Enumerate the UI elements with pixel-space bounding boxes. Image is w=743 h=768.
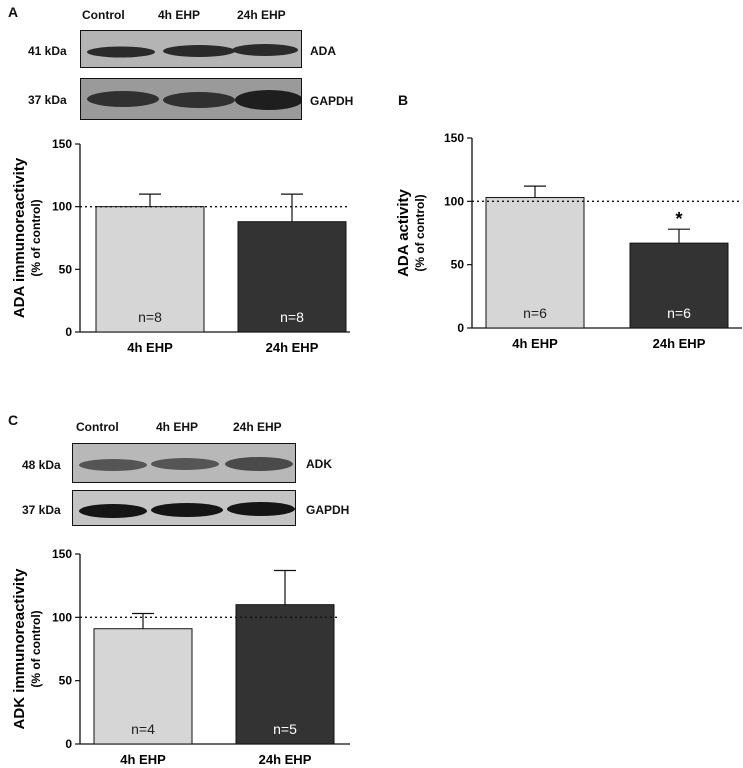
chart-a-y-axis-title: ADA immunoreactivity <box>11 157 28 318</box>
kda-label-adk: 48 kDa <box>22 458 61 472</box>
chart-b-bar-0 <box>485 197 585 329</box>
panel-letter-a: A <box>8 4 19 20</box>
western-blot-ada <box>80 30 302 68</box>
chart-a-category-label-1: 24h EHP <box>266 340 319 355</box>
chart-c-n-label-0: n=4 <box>131 721 155 737</box>
chart-a-y-tick-label: 100 <box>52 200 72 214</box>
western-blot-gapdh-c <box>72 490 296 526</box>
chart-b-category-label-0: 4h EHP <box>512 336 558 351</box>
lane-label-4h-ehp: 4h EHP <box>158 8 201 22</box>
chart-b-n-label-0: n=6 <box>523 305 547 321</box>
chart-c-y-tick-label: 50 <box>59 674 73 688</box>
protein-label-adk: ADK <box>306 457 332 471</box>
chart-b-category-label-1: 24h EHP <box>653 336 706 351</box>
western-blot-adk <box>72 443 296 483</box>
lane-label-24h-ehp: 24h EHP <box>237 8 286 22</box>
blot-bands-ada <box>87 44 298 58</box>
panel-letter-c: C <box>8 412 19 428</box>
panel-letter-b: B <box>398 92 409 108</box>
chart-c-y-tick-label: 150 <box>52 547 72 561</box>
protein-label-gapdh-c: GAPDH <box>306 503 350 517</box>
chart-c-category-label-0: 4h EHP <box>120 752 166 767</box>
chart-c-category-label-1: 24h EHP <box>259 752 312 767</box>
bar-chart-ada-activity: ADA activity (% of control) 0 50 100 150 n=6 4h… <box>395 131 742 351</box>
kda-label-gapdh-a: 37 kDa <box>28 93 67 107</box>
chart-c-bar-1 <box>235 604 335 745</box>
protein-label-gapdh-a: GAPDH <box>310 94 354 108</box>
blot-bands-gapdh-c <box>79 502 295 518</box>
chart-a-y-tick-label: 150 <box>52 137 72 151</box>
chart-c-bar-0 <box>93 628 193 745</box>
kda-label-ada: 41 kDa <box>28 44 67 58</box>
chart-c-y-tick-label: 100 <box>52 610 72 624</box>
lane-label-4h-ehp-c: 4h EHP <box>156 420 199 434</box>
chart-a-bar-1 <box>237 221 347 333</box>
chart-a-n-label-1: n=8 <box>280 309 304 325</box>
western-blot-gapdh-a <box>80 78 302 120</box>
chart-a-category-label-0: 4h EHP <box>127 340 173 355</box>
blot-bands-adk <box>79 457 293 471</box>
kda-label-gapdh-c: 37 kDa <box>22 503 61 517</box>
chart-b-y-tick-label: 50 <box>451 258 465 272</box>
chart-b-y-tick-label: 0 <box>457 321 464 335</box>
chart-c-y-axis-subtitle: (% of control) <box>29 610 43 687</box>
chart-a-y-axis-subtitle: (% of control) <box>29 199 43 276</box>
chart-b-y-tick-label: 150 <box>444 131 464 145</box>
chart-b-significance-marker-1: * <box>675 209 682 229</box>
chart-a-bar-0 <box>95 206 205 333</box>
chart-a-y-tick-label: 0 <box>65 325 72 339</box>
blot-bands-gapdh-a <box>87 90 301 110</box>
chart-b-y-axis-subtitle: (% of control) <box>413 194 427 271</box>
chart-a-y-tick-label: 50 <box>59 262 73 276</box>
protein-label-ada: ADA <box>310 44 336 58</box>
chart-b-y-axis-title: ADA activity <box>395 188 412 276</box>
chart-c-y-tick-label: 0 <box>65 737 72 751</box>
lane-label-control: Control <box>82 8 125 22</box>
chart-b-bar-1 <box>629 242 729 329</box>
lane-label-control-c: Control <box>76 420 119 434</box>
bar-chart-adk-immunoreactivity: ADK immunoreactivity (% of control) 0 50 100… <box>11 547 350 767</box>
chart-b-n-label-1: n=6 <box>667 305 691 321</box>
bar-chart-ada-immunoreactivity: ADA immunoreactivity (% of control) 0 50 100… <box>11 137 350 355</box>
chart-c-n-label-1: n=5 <box>273 721 297 737</box>
chart-b-y-tick-label: 100 <box>444 194 464 208</box>
chart-a-n-label-0: n=8 <box>138 309 162 325</box>
chart-c-y-axis-title: ADK immunoreactivity <box>11 568 28 730</box>
lane-label-24h-ehp-c: 24h EHP <box>233 420 282 434</box>
